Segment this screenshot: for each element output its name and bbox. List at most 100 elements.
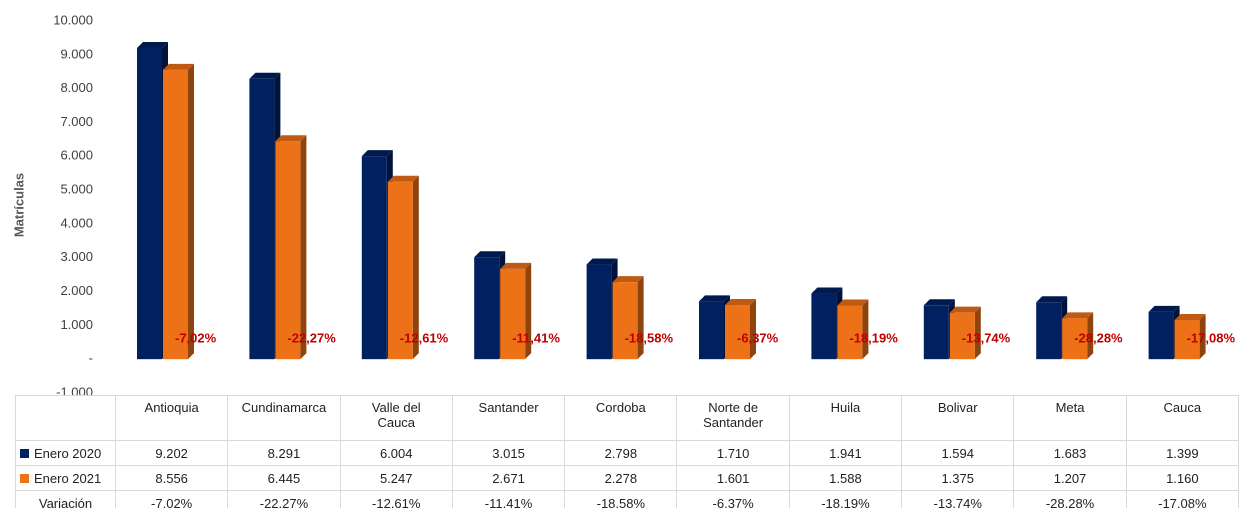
variation-label: -17,08% (1187, 330, 1236, 345)
bar (1036, 302, 1062, 360)
bar-top (612, 276, 644, 283)
y-tick-label: -1.000 (56, 384, 93, 395)
y-tick-label: - (89, 351, 93, 366)
table-value: 1.375 (901, 465, 1015, 491)
category-label: Huila (788, 395, 903, 441)
bar-top (1148, 305, 1180, 312)
variation-label: -11,41% (512, 330, 560, 345)
table-value: 2.798 (564, 440, 678, 466)
table-value: 2.278 (564, 465, 678, 491)
table-value: 1.588 (788, 465, 903, 491)
table-value: 8.291 (227, 440, 341, 466)
bar-side (974, 306, 981, 360)
table-value: 1.399 (1125, 440, 1240, 466)
variation-label: -28,28% (1074, 330, 1123, 345)
bar (249, 78, 275, 360)
bar (387, 181, 413, 360)
category-label: Cauca (1125, 395, 1240, 441)
data-table: Antioquia Cundinamarca Valle del Cauca Sant… (15, 395, 1240, 508)
bar (137, 47, 162, 360)
category-label: Cundinamarca (227, 395, 341, 441)
bar (1148, 311, 1174, 360)
bar-side (750, 299, 756, 360)
y-tick-label: 4.000 (60, 215, 93, 230)
table-value: 5.247 (339, 465, 453, 491)
variation-label: -7,02% (175, 330, 217, 345)
bar (361, 156, 387, 360)
table-variation: -18,58% (564, 490, 678, 508)
bar (163, 69, 188, 360)
y-tick-label: 1.000 (60, 317, 93, 332)
corner (15, 395, 116, 441)
category-label: Norte de Santander (676, 395, 790, 441)
bar (837, 305, 863, 360)
bar-side (525, 262, 532, 360)
bar-side (188, 63, 194, 360)
table-variation: -11,41% (451, 490, 566, 508)
bar-top (923, 299, 955, 306)
bar-top (275, 135, 307, 142)
bar-top (474, 251, 506, 258)
bar (612, 282, 638, 360)
table-value: 1.594 (901, 440, 1015, 466)
bar-top (699, 295, 730, 302)
variation-label: -13,74% (962, 330, 1011, 345)
category-label: Meta (1013, 395, 1127, 441)
category-label: Antioquia (114, 395, 229, 441)
y-tick-label: 10.000 (53, 12, 93, 27)
table-value: 2.671 (451, 465, 566, 491)
bar (811, 293, 837, 360)
bar-top (387, 175, 419, 182)
legend-entry: Enero 2021 (15, 465, 116, 491)
y-tick-label: 5.000 (60, 182, 93, 197)
table-value: 3.015 (451, 440, 566, 466)
y-tick-label: 2.000 (60, 283, 93, 298)
table-value: 1.710 (676, 440, 790, 466)
y-tick-label: 7.000 (60, 114, 93, 129)
bar-top (1174, 313, 1206, 320)
bar-top (137, 41, 168, 48)
bar-top (249, 72, 281, 79)
variation-label: -18,19% (849, 330, 898, 345)
table-variation: -7,02% (114, 490, 229, 508)
table-variation: -13,74% (901, 490, 1015, 508)
bar (474, 257, 500, 360)
table-variation: -17,08% (1125, 490, 1240, 508)
bar (275, 141, 301, 360)
y-tick-label: 8.000 (60, 80, 93, 95)
bar-top (949, 306, 981, 313)
bar-side (412, 175, 419, 360)
table-variation: -6,37% (676, 490, 790, 508)
bar-top (500, 262, 532, 269)
table-variation: -22,27% (227, 490, 341, 508)
bar-top (586, 258, 618, 265)
bar-top (163, 63, 194, 70)
table-variation: -18,19% (788, 490, 903, 508)
table-variation: -28,28% (1013, 490, 1127, 508)
plot: Matrículas -1.000-1.0002.0003.0004.0005.… (11, 12, 1236, 395)
legend-entry: Enero 2020 (15, 440, 116, 466)
category-label: Santander (451, 395, 566, 441)
category-label: Cordoba (564, 395, 678, 441)
bar-side (637, 276, 644, 360)
bar (586, 264, 612, 360)
bar-side (1087, 312, 1094, 360)
bar (699, 301, 724, 360)
bar-top (1062, 312, 1094, 319)
bar (1062, 318, 1088, 360)
bar-side (1199, 313, 1206, 360)
legend-text: Enero 2020 (34, 445, 102, 461)
variation-label: -22,27% (287, 330, 336, 345)
table-value: 1.683 (1013, 440, 1127, 466)
table-value: 1.207 (1013, 465, 1127, 491)
bar-top (1036, 296, 1068, 303)
legend-swatch (20, 473, 29, 483)
y-tick-label: 3.000 (60, 249, 93, 264)
y-tick-label: 9.000 (60, 46, 93, 61)
bar-top (811, 287, 843, 294)
legend-text: Enero 2021 (34, 470, 102, 486)
category-label: Valle del Cauca (339, 395, 453, 441)
bar-side (300, 135, 307, 360)
category-label: Bolivar (901, 395, 1015, 441)
